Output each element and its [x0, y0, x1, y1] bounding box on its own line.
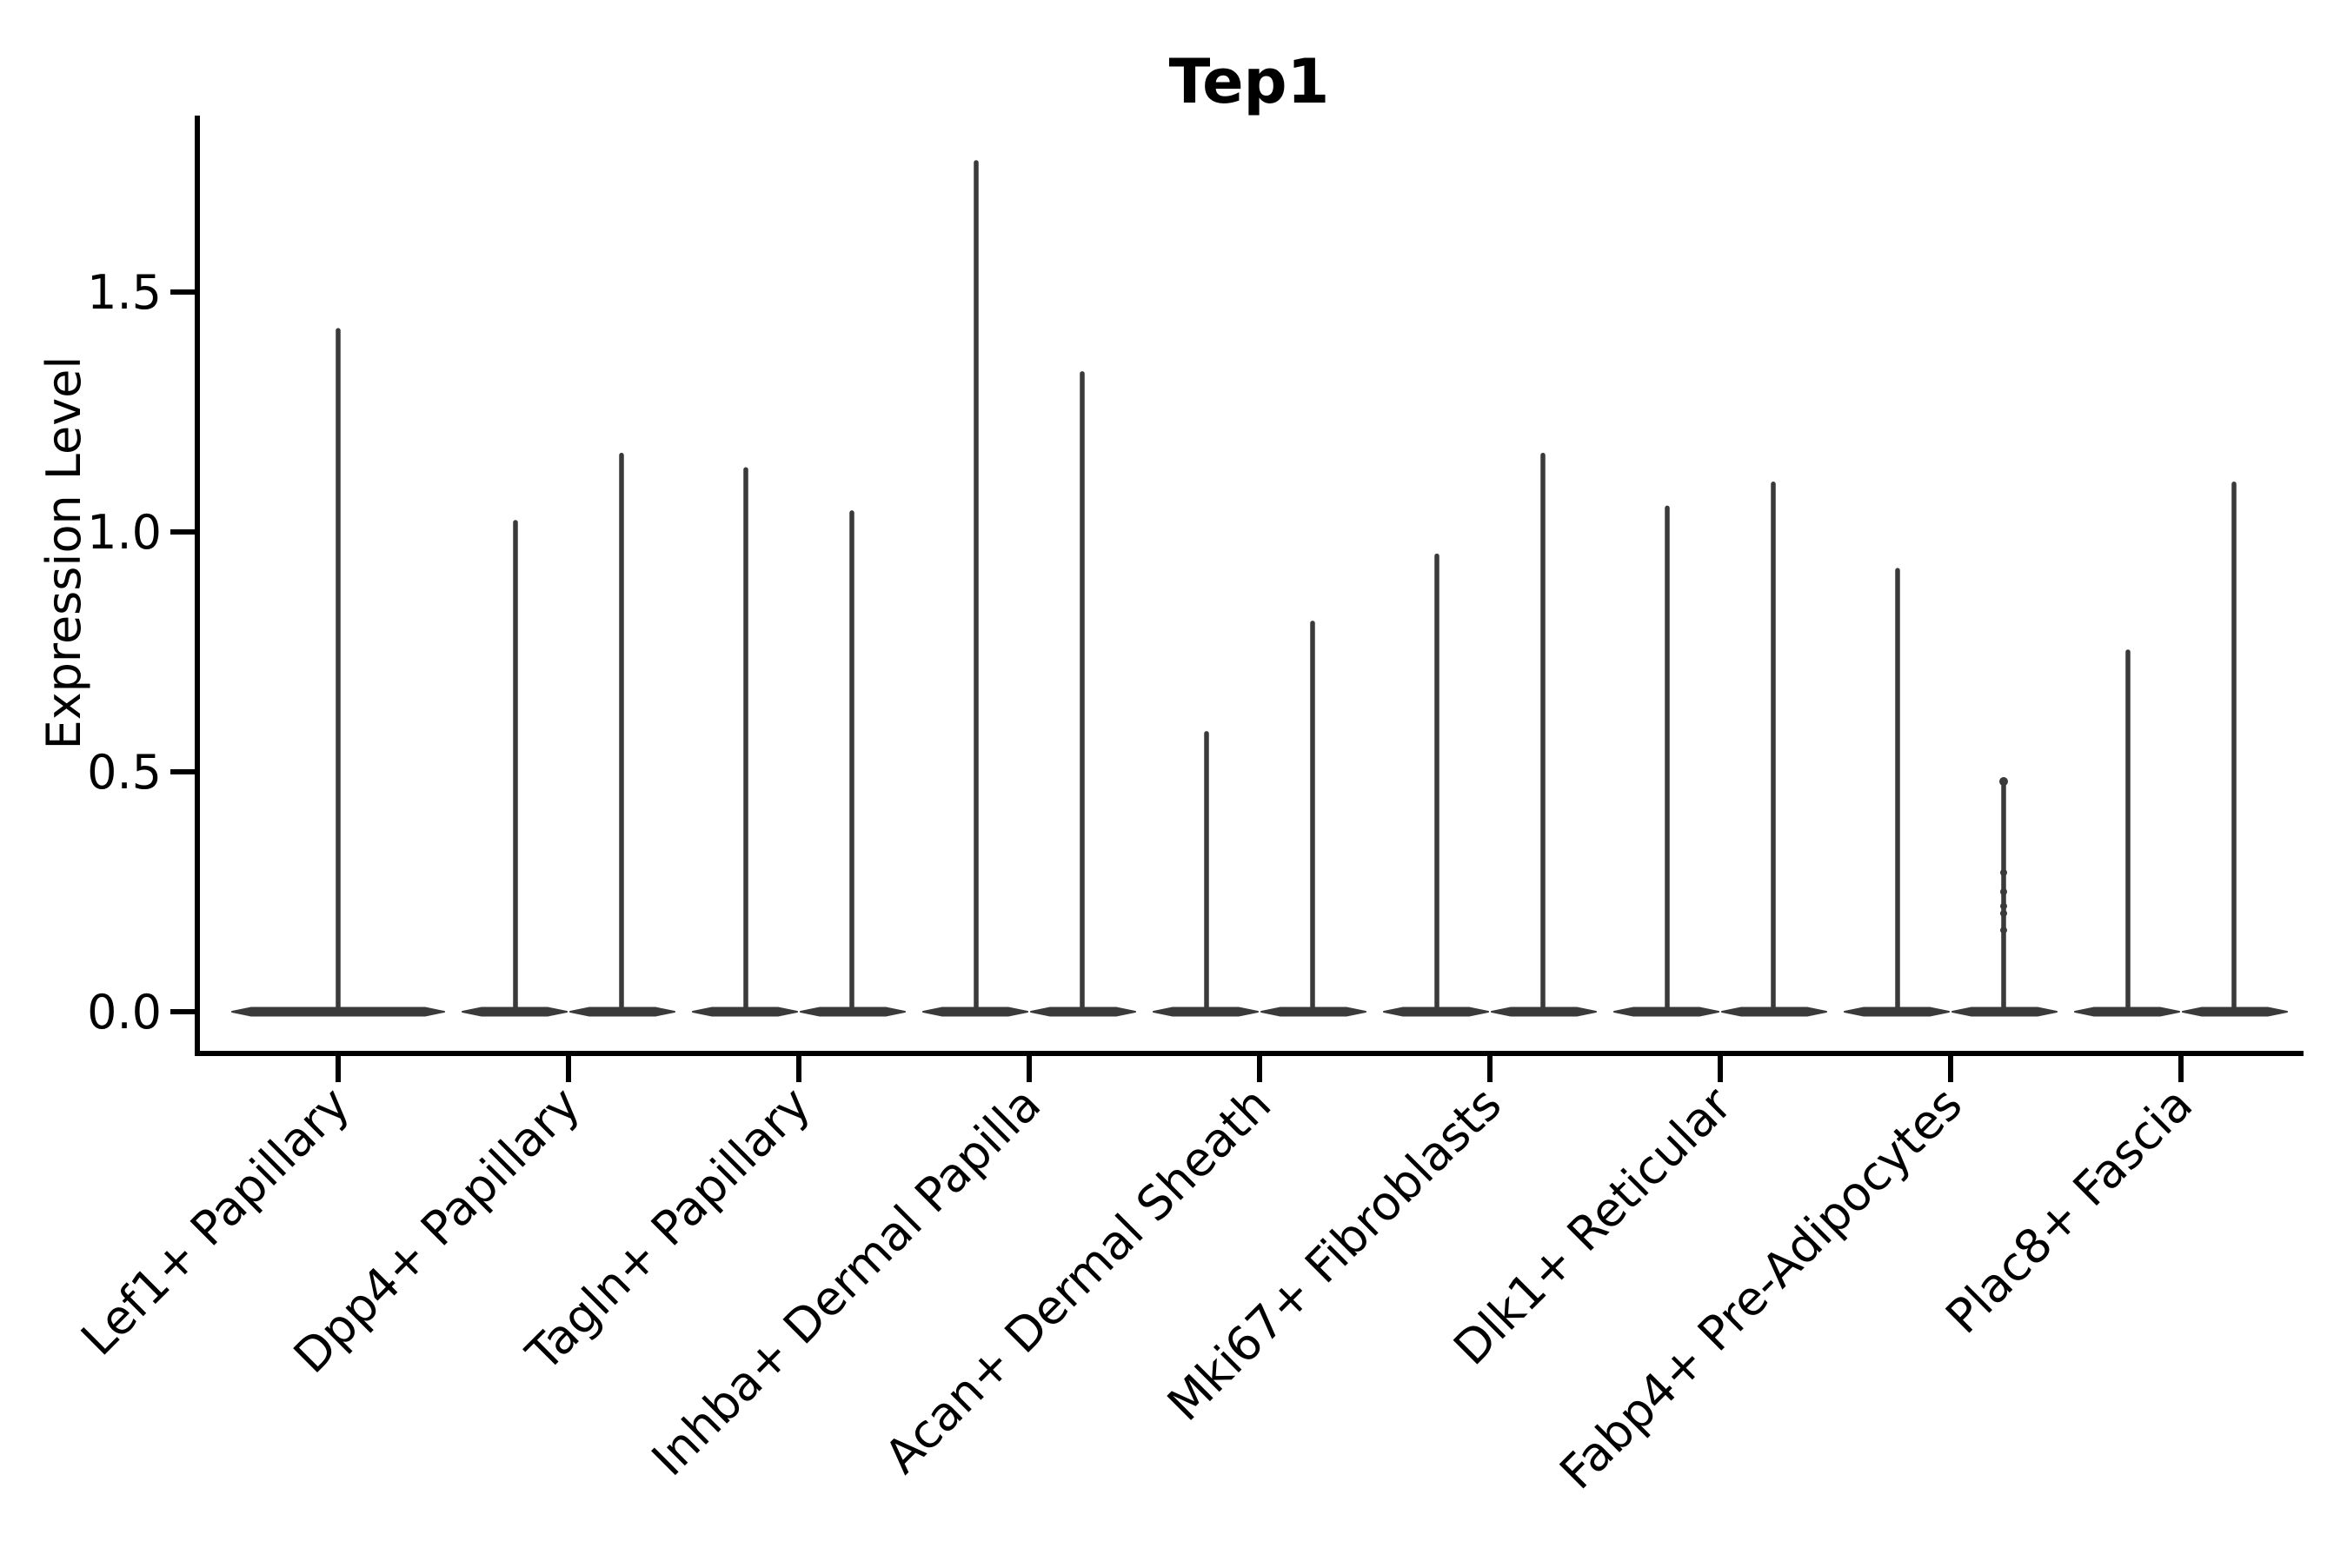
x-tick-label: Plac8+ Fascia — [1935, 1077, 2203, 1345]
violin-group — [692, 467, 906, 1017]
violin-group — [922, 160, 1136, 1017]
y-tick-label: 1.0 — [87, 505, 162, 560]
data-point — [2000, 909, 2007, 917]
data-point — [2000, 927, 2007, 934]
chart-title: Tep1 — [1169, 46, 1330, 117]
data-point — [2000, 902, 2007, 910]
violin-group — [1613, 482, 1827, 1017]
data-point — [1999, 777, 2008, 787]
data-point — [2000, 888, 2007, 895]
violin-group — [231, 328, 445, 1017]
violin-group — [1153, 621, 1366, 1017]
violin-group — [1383, 452, 1597, 1017]
violins — [231, 160, 2288, 1017]
violin-group — [462, 452, 675, 1017]
y-axis-label: Expression Level — [37, 356, 91, 750]
y-tick-label: 1.5 — [87, 265, 162, 320]
x-tick-label: Fabp4+ Pre-Adipocytes — [1549, 1077, 1972, 1500]
y-tick-label: 0.5 — [87, 745, 162, 800]
axes: 0.0 0.5 1.0 1.5 — [87, 116, 2304, 1082]
x-tick-label: Inhba+ Dermal Papilla — [642, 1077, 1051, 1486]
data-point — [2000, 868, 2007, 876]
y-tick-label: 0.0 — [87, 985, 162, 1040]
violin-group — [1844, 568, 2058, 1017]
violin-group — [2074, 482, 2288, 1017]
x-tick-label: Acan+ Dermal Sheath — [874, 1077, 1281, 1484]
